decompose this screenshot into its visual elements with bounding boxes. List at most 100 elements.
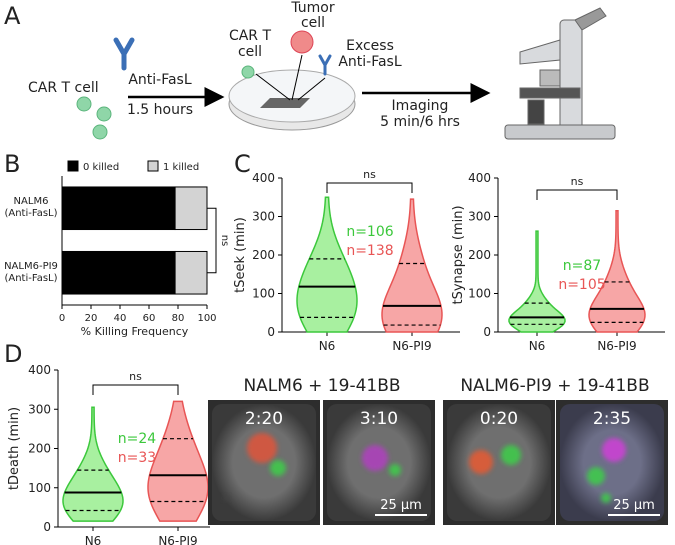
tumor-cell bbox=[290, 30, 314, 54]
annotation: ns bbox=[129, 370, 142, 383]
panel-label: B bbox=[4, 150, 20, 178]
cell bbox=[389, 464, 401, 476]
y-tick-label: 200 bbox=[28, 442, 51, 456]
label: Excess bbox=[346, 38, 394, 54]
x-tick-label: N6 bbox=[85, 534, 102, 545]
n-label: n=105 bbox=[558, 277, 605, 293]
y-tick-label: 100 bbox=[468, 287, 491, 301]
x-axis-label: % Killing Frequency bbox=[81, 325, 189, 338]
y-tick-label: 400 bbox=[28, 363, 51, 377]
y-tick-label: 0 bbox=[483, 325, 491, 339]
y-axis-label: tSeek (min) bbox=[233, 217, 248, 293]
violin bbox=[296, 196, 358, 333]
x-tick-label: N6 bbox=[529, 339, 546, 353]
label: cell bbox=[238, 44, 262, 60]
annotation: ns bbox=[219, 235, 230, 247]
cell bbox=[587, 467, 605, 485]
x-tick-label: 60 bbox=[143, 313, 156, 324]
violin bbox=[381, 198, 443, 333]
bracket bbox=[326, 182, 413, 193]
cell bbox=[601, 493, 611, 503]
cell bbox=[602, 438, 626, 462]
y-tick-label: NALM6-PI9 (Anti-FasL) bbox=[4, 260, 58, 284]
y-tick-label: 200 bbox=[468, 248, 491, 262]
antibody-icon bbox=[113, 37, 135, 71]
panel-label: A bbox=[4, 2, 21, 30]
violin bbox=[588, 209, 646, 333]
label: CAR T bbox=[229, 28, 272, 44]
panel-label: C bbox=[234, 150, 251, 178]
annotation: ns bbox=[571, 175, 584, 188]
label: CAR T cell bbox=[28, 80, 99, 96]
cell bbox=[469, 450, 493, 474]
antibody-icon bbox=[318, 54, 332, 76]
micrograph: 2:20 bbox=[208, 400, 320, 525]
bracket bbox=[207, 207, 217, 274]
cell bbox=[501, 445, 521, 465]
bracket bbox=[92, 384, 179, 395]
legend-label: 0 killed bbox=[83, 162, 119, 173]
n-label: n=87 bbox=[563, 258, 601, 274]
cell bbox=[247, 433, 277, 463]
violin bbox=[62, 406, 124, 522]
micrograph-title: NALM6 + 19-41BB bbox=[243, 376, 400, 396]
bar bbox=[61, 250, 176, 295]
schematic: CAR T cell Anti-FasL 1.5 hours CAR T cel… bbox=[28, 0, 616, 140]
y-tick-label: NALM6 (Anti-FasL) bbox=[4, 196, 58, 220]
x-tick-label: N6-PI9 bbox=[597, 339, 636, 353]
y-tick-label: 0 bbox=[43, 520, 51, 534]
timestamp: 0:20 bbox=[480, 409, 518, 429]
label: 1.5 hours bbox=[127, 102, 193, 118]
legend-swatch bbox=[67, 160, 79, 172]
x-tick-label: 80 bbox=[172, 313, 185, 324]
n-label: n=33 bbox=[118, 450, 156, 466]
dish bbox=[228, 69, 356, 131]
y-tick-label: 100 bbox=[28, 481, 51, 495]
label: Imaging bbox=[392, 98, 449, 114]
bar bbox=[174, 250, 208, 295]
y-tick-label: 300 bbox=[252, 210, 275, 224]
label: Tumor bbox=[290, 0, 335, 16]
label: Anti-FasL bbox=[338, 54, 402, 70]
legend-swatch bbox=[147, 160, 159, 172]
cell bbox=[362, 445, 388, 471]
n-label: n=138 bbox=[346, 243, 393, 259]
scale-bar-label: 25 µm bbox=[380, 498, 422, 513]
y-axis-label: tSynapse (min) bbox=[451, 205, 466, 304]
x-tick-label: 20 bbox=[85, 313, 98, 324]
y-tick-label: 300 bbox=[28, 402, 51, 416]
x-tick-label: N6-PI9 bbox=[158, 534, 197, 545]
cells bbox=[76, 96, 112, 140]
annotation: ns bbox=[363, 168, 376, 181]
x-tick-label: 0 bbox=[59, 313, 65, 324]
y-tick-label: 100 bbox=[252, 287, 275, 301]
timestamp: 2:35 bbox=[593, 409, 631, 429]
x-tick-label: N6 bbox=[319, 339, 336, 353]
cell bbox=[241, 65, 255, 79]
label: Anti-FasL bbox=[128, 72, 192, 88]
label: 5 min/6 hrs bbox=[380, 114, 460, 130]
violin bbox=[147, 400, 209, 522]
y-tick-label: 0 bbox=[267, 325, 275, 339]
legend-label: 1 killed bbox=[163, 162, 199, 173]
micrograph: 2:35 25 µm bbox=[556, 400, 668, 525]
x-tick-label: 40 bbox=[114, 313, 127, 324]
micrograph: 0:20 bbox=[443, 400, 555, 525]
y-axis-label: tDeath (min) bbox=[7, 407, 22, 490]
bracket bbox=[536, 189, 618, 200]
well bbox=[560, 404, 664, 521]
bar bbox=[174, 186, 208, 231]
n-label: n=24 bbox=[118, 431, 157, 447]
violin bbox=[508, 230, 566, 333]
bar bbox=[61, 186, 176, 231]
y-tick-label: 400 bbox=[468, 171, 491, 185]
pointer-lines bbox=[255, 54, 326, 101]
y-tick-label: 400 bbox=[252, 171, 275, 185]
y-tick-label: 200 bbox=[252, 248, 275, 262]
cell bbox=[223, 495, 229, 501]
y-tick-label: 300 bbox=[468, 210, 491, 224]
panel-label: D bbox=[4, 340, 22, 368]
microscope-icon bbox=[504, 7, 616, 140]
